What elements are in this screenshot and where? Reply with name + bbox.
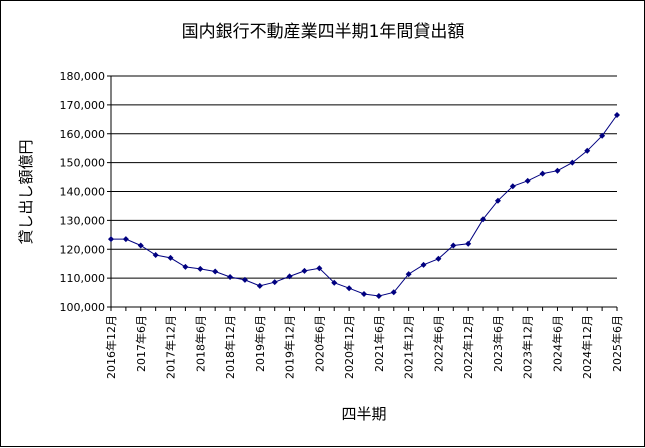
- x-tick-label: 2023年12月: [521, 315, 535, 379]
- data-point: [212, 268, 219, 275]
- x-tick-label: 2017年12月: [164, 315, 178, 379]
- data-point: [182, 263, 189, 270]
- x-tick-label: 2018年12月: [223, 315, 237, 379]
- data-point: [286, 273, 293, 280]
- data-point: [465, 240, 472, 247]
- data-point: [524, 177, 531, 184]
- series-line: [111, 114, 618, 297]
- data-point: [539, 170, 546, 177]
- y-tick-label: 160,000: [60, 128, 106, 141]
- data-point: [584, 147, 591, 154]
- data-point: [435, 255, 442, 262]
- y-tick-label: 130,000: [60, 214, 106, 227]
- y-tick-label: 180,000: [60, 70, 106, 83]
- x-tick-label: 2016年12月: [104, 315, 118, 379]
- y-tick-label: 140,000: [60, 186, 106, 199]
- x-tick-label: 2024年12月: [580, 315, 594, 379]
- data-point: [331, 279, 338, 286]
- grid-layer: [111, 75, 617, 279]
- x-tick-label: 2017年6月: [134, 315, 148, 372]
- data-point: [361, 291, 367, 298]
- data-point: [420, 261, 427, 268]
- y-tick-label: 100,000: [60, 301, 106, 314]
- x-tick-label: 2022年12月: [461, 315, 475, 379]
- data-point: [450, 242, 457, 249]
- data-point: [137, 242, 144, 249]
- data-point: [614, 111, 620, 118]
- x-axis-label: 四半期: [341, 405, 386, 423]
- y-tick-label: 150,000: [60, 157, 106, 170]
- data-point: [480, 216, 487, 223]
- data-point: [569, 159, 576, 166]
- data-point: [346, 285, 353, 292]
- data-point: [271, 279, 278, 286]
- data-point: [167, 254, 174, 261]
- data-point: [108, 236, 114, 243]
- x-tick-label: 2019年12月: [283, 315, 297, 379]
- y-axis-label: 貸し出し額億円: [17, 139, 35, 244]
- data-point: [316, 265, 323, 272]
- x-tick-label: 2024年6月: [550, 315, 564, 372]
- x-tick-label: 2021年6月: [372, 315, 386, 372]
- x-tick-label: 2020年6月: [312, 315, 326, 372]
- data-point: [152, 252, 159, 259]
- y-tick-label: 110,000: [60, 272, 106, 285]
- data-point: [301, 267, 308, 274]
- x-tick-label: 2022年6月: [431, 315, 445, 372]
- chart-title: 国内銀行不動産業四半期1年間貸出額: [182, 22, 465, 42]
- data-point: [375, 293, 382, 300]
- x-tick-label: 2023年6月: [491, 315, 505, 372]
- data-point: [405, 271, 412, 278]
- x-tick-label: 2020年12月: [342, 315, 356, 379]
- data-point: [227, 273, 234, 280]
- data-point: [509, 183, 516, 190]
- x-tick-label: 2019年6月: [253, 315, 267, 372]
- data-point: [122, 236, 129, 243]
- y-tick-label: 120,000: [60, 243, 106, 256]
- series-layer: [108, 111, 620, 300]
- data-point: [256, 282, 263, 289]
- data-point: [494, 197, 501, 204]
- data-point: [390, 289, 397, 296]
- y-tick-label: 170,000: [60, 99, 106, 112]
- axis-layer: [107, 75, 618, 311]
- x-tick-label: 2018年6月: [193, 315, 207, 372]
- data-point: [554, 167, 561, 174]
- data-point: [197, 265, 204, 272]
- tick-label-layer: 100,000 110,000 120,000 130,000 140,000 150,0…: [60, 70, 625, 379]
- x-tick-label: 2021年12月: [402, 315, 416, 379]
- data-point: [599, 132, 606, 139]
- x-tick-label: 2025年6月: [610, 315, 624, 372]
- data-point: [241, 276, 248, 283]
